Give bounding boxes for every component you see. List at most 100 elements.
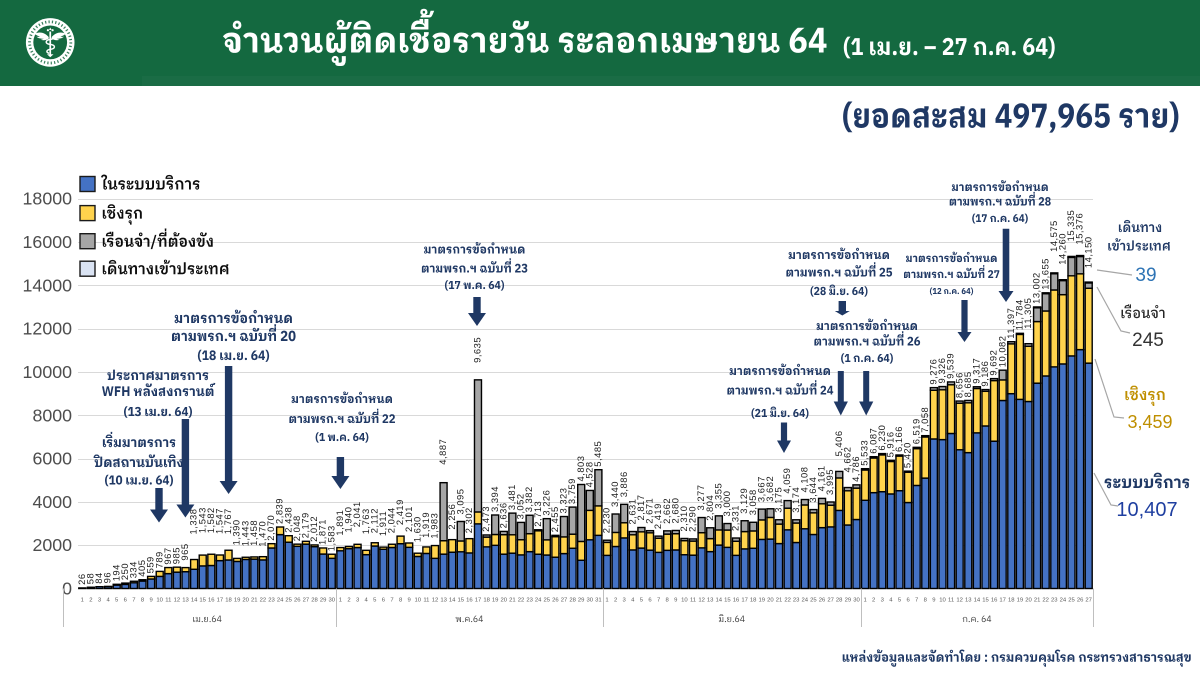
svg-text:31: 31 bbox=[595, 598, 602, 604]
svg-text:20: 20 bbox=[767, 598, 774, 604]
svg-text:19: 19 bbox=[1017, 598, 1024, 604]
svg-text:2: 2 bbox=[347, 598, 350, 604]
svg-text:5,485: 5,485 bbox=[592, 441, 603, 467]
svg-text:25: 25 bbox=[810, 598, 817, 604]
svg-text:7: 7 bbox=[132, 598, 135, 604]
svg-text:30: 30 bbox=[853, 598, 860, 604]
svg-text:12: 12 bbox=[432, 598, 439, 604]
svg-text:16000: 16000 bbox=[23, 232, 73, 252]
svg-text:21: 21 bbox=[251, 598, 258, 604]
svg-text:39: 39 bbox=[1135, 265, 1156, 286]
svg-text:25: 25 bbox=[285, 598, 292, 604]
svg-text:18: 18 bbox=[225, 598, 232, 604]
svg-text:22: 22 bbox=[1042, 598, 1049, 604]
svg-text:10,407: 10,407 bbox=[1116, 499, 1177, 521]
svg-text:20: 20 bbox=[501, 598, 508, 604]
svg-text:24: 24 bbox=[535, 598, 542, 604]
svg-text:18: 18 bbox=[750, 598, 757, 604]
svg-text:7: 7 bbox=[657, 598, 660, 604]
svg-text:29: 29 bbox=[320, 598, 327, 604]
svg-text:16: 16 bbox=[466, 598, 473, 604]
svg-text:21: 21 bbox=[1034, 598, 1041, 604]
svg-text:10000: 10000 bbox=[23, 362, 73, 382]
svg-text:8000: 8000 bbox=[32, 405, 72, 425]
svg-text:1,983: 1,983 bbox=[429, 513, 440, 539]
svg-text:6000: 6000 bbox=[32, 449, 72, 469]
svg-text:10: 10 bbox=[939, 598, 946, 604]
svg-text:19: 19 bbox=[759, 598, 766, 604]
svg-text:1: 1 bbox=[339, 598, 342, 604]
svg-text:17: 17 bbox=[217, 598, 224, 604]
svg-text:4000: 4000 bbox=[32, 492, 72, 512]
svg-text:11: 11 bbox=[165, 598, 171, 604]
svg-text:1: 1 bbox=[863, 598, 866, 604]
svg-text:20: 20 bbox=[242, 598, 249, 604]
svg-text:24: 24 bbox=[277, 598, 284, 604]
svg-text:10: 10 bbox=[415, 598, 422, 604]
svg-text:23: 23 bbox=[793, 598, 800, 604]
svg-text:11: 11 bbox=[948, 598, 954, 604]
svg-text:11: 11 bbox=[690, 598, 696, 604]
svg-text:12: 12 bbox=[698, 598, 705, 604]
svg-text:14000: 14000 bbox=[23, 275, 73, 295]
svg-text:24: 24 bbox=[802, 598, 809, 604]
svg-text:15: 15 bbox=[982, 598, 989, 604]
svg-text:9: 9 bbox=[149, 598, 152, 604]
svg-text:10: 10 bbox=[156, 598, 163, 604]
svg-text:18000: 18000 bbox=[23, 189, 73, 209]
svg-text:2: 2 bbox=[89, 598, 92, 604]
svg-text:15: 15 bbox=[724, 598, 731, 604]
svg-text:16: 16 bbox=[208, 598, 215, 604]
svg-text:7: 7 bbox=[390, 598, 393, 604]
svg-text:17: 17 bbox=[475, 598, 482, 604]
svg-text:18: 18 bbox=[1008, 598, 1015, 604]
svg-text:27: 27 bbox=[303, 598, 310, 604]
svg-text:1: 1 bbox=[81, 598, 84, 604]
svg-text:22: 22 bbox=[784, 598, 791, 604]
svg-text:21: 21 bbox=[776, 598, 783, 604]
svg-text:30: 30 bbox=[587, 598, 594, 604]
svg-text:22: 22 bbox=[260, 598, 267, 604]
svg-text:12: 12 bbox=[174, 598, 181, 604]
svg-text:14,150: 14,150 bbox=[1082, 236, 1093, 268]
svg-text:3,459: 3,459 bbox=[1127, 412, 1172, 432]
svg-text:9: 9 bbox=[408, 598, 411, 604]
svg-text:28: 28 bbox=[569, 598, 576, 604]
svg-text:26: 26 bbox=[552, 598, 559, 604]
svg-text:12: 12 bbox=[956, 598, 963, 604]
svg-text:3,995: 3,995 bbox=[824, 469, 835, 495]
svg-text:13: 13 bbox=[182, 598, 189, 604]
svg-text:2: 2 bbox=[872, 598, 875, 604]
svg-text:13: 13 bbox=[440, 598, 447, 604]
svg-text:23: 23 bbox=[1051, 598, 1058, 604]
svg-text:20: 20 bbox=[1025, 598, 1032, 604]
svg-text:18: 18 bbox=[483, 598, 490, 604]
svg-text:15: 15 bbox=[458, 598, 465, 604]
svg-text:28: 28 bbox=[311, 598, 318, 604]
svg-text:5,420: 5,420 bbox=[902, 442, 913, 468]
svg-text:23: 23 bbox=[526, 598, 533, 604]
svg-text:9,635: 9,635 bbox=[472, 337, 483, 363]
svg-text:27: 27 bbox=[561, 598, 568, 604]
svg-text:28: 28 bbox=[836, 598, 843, 604]
svg-text:13,655: 13,655 bbox=[1039, 258, 1050, 290]
svg-text:24: 24 bbox=[1060, 598, 1067, 604]
svg-text:14: 14 bbox=[716, 598, 723, 604]
svg-text:25: 25 bbox=[1068, 598, 1075, 604]
svg-text:21: 21 bbox=[509, 598, 516, 604]
svg-text:30: 30 bbox=[329, 598, 336, 604]
svg-text:29: 29 bbox=[845, 598, 852, 604]
svg-text:25: 25 bbox=[544, 598, 551, 604]
svg-text:7,058: 7,058 bbox=[919, 407, 930, 433]
svg-text:26: 26 bbox=[819, 598, 826, 604]
svg-text:2000: 2000 bbox=[32, 535, 72, 555]
svg-text:4,887: 4,887 bbox=[437, 439, 448, 465]
svg-text:2,230: 2,230 bbox=[601, 507, 612, 533]
svg-text:16: 16 bbox=[991, 598, 998, 604]
svg-text:26: 26 bbox=[1077, 598, 1084, 604]
svg-text:14: 14 bbox=[191, 598, 198, 604]
svg-text:13: 13 bbox=[707, 598, 714, 604]
svg-text:14: 14 bbox=[974, 598, 981, 604]
svg-text:2,302: 2,302 bbox=[463, 507, 474, 533]
svg-text:965: 965 bbox=[179, 543, 190, 560]
